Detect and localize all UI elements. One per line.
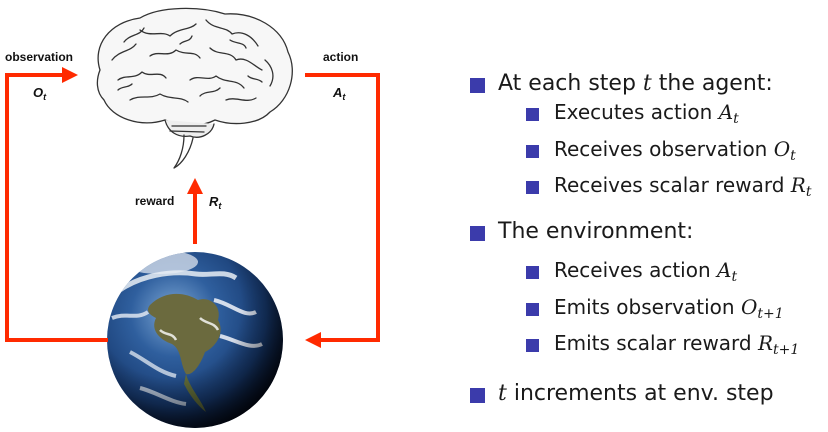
bullet-square-icon: [470, 78, 485, 93]
observation-arrow: [5, 73, 108, 342]
reward-label: reward: [135, 194, 174, 208]
bullet-environment: The environment:: [470, 218, 828, 246]
bullet-receives-reward: Receives scalar reward Rt: [470, 171, 828, 208]
bullet-square-icon: [526, 181, 539, 195]
bullet-executes-action: Executes action At: [470, 98, 828, 135]
reward-arrow: [187, 178, 203, 244]
observation-symbol: Ot: [33, 85, 47, 102]
action-arrow: [305, 73, 380, 342]
bullet-t-increments: t increments at env. step: [470, 380, 828, 408]
bullet-square-icon: [526, 266, 539, 280]
earth-globe-icon: [107, 252, 283, 428]
bullet-env-receives-action: Receives action At: [470, 256, 828, 293]
bullet-square-icon: [526, 302, 539, 316]
bullet-receives-observation: Receives observation Ot: [470, 135, 828, 172]
observation-label: observation: [5, 50, 73, 64]
bullet-square-icon: [526, 144, 539, 158]
action-symbol: At: [332, 85, 346, 102]
bullet-list: At each step t the agent: Executes actio…: [470, 70, 828, 408]
bullet-square-icon: [526, 108, 539, 121]
bullet-square-icon: [470, 226, 485, 242]
agent-environment-diagram: observation Ot action At reward Rt: [5, 7, 380, 428]
action-label: action: [323, 50, 358, 64]
bullet-square-icon: [526, 339, 539, 353]
bullet-emits-reward: Emits scalar reward Rt+1: [470, 329, 828, 366]
bullet-agent-step: At each step t the agent:: [470, 70, 828, 98]
bullet-emits-observation: Emits observation Ot+1: [470, 293, 828, 330]
action-arrowhead: [305, 332, 321, 348]
bullet-square-icon: [470, 388, 485, 404]
brain-icon: [96, 7, 293, 169]
reward-symbol: Rt: [209, 194, 222, 211]
observation-arrowhead: [62, 67, 78, 83]
